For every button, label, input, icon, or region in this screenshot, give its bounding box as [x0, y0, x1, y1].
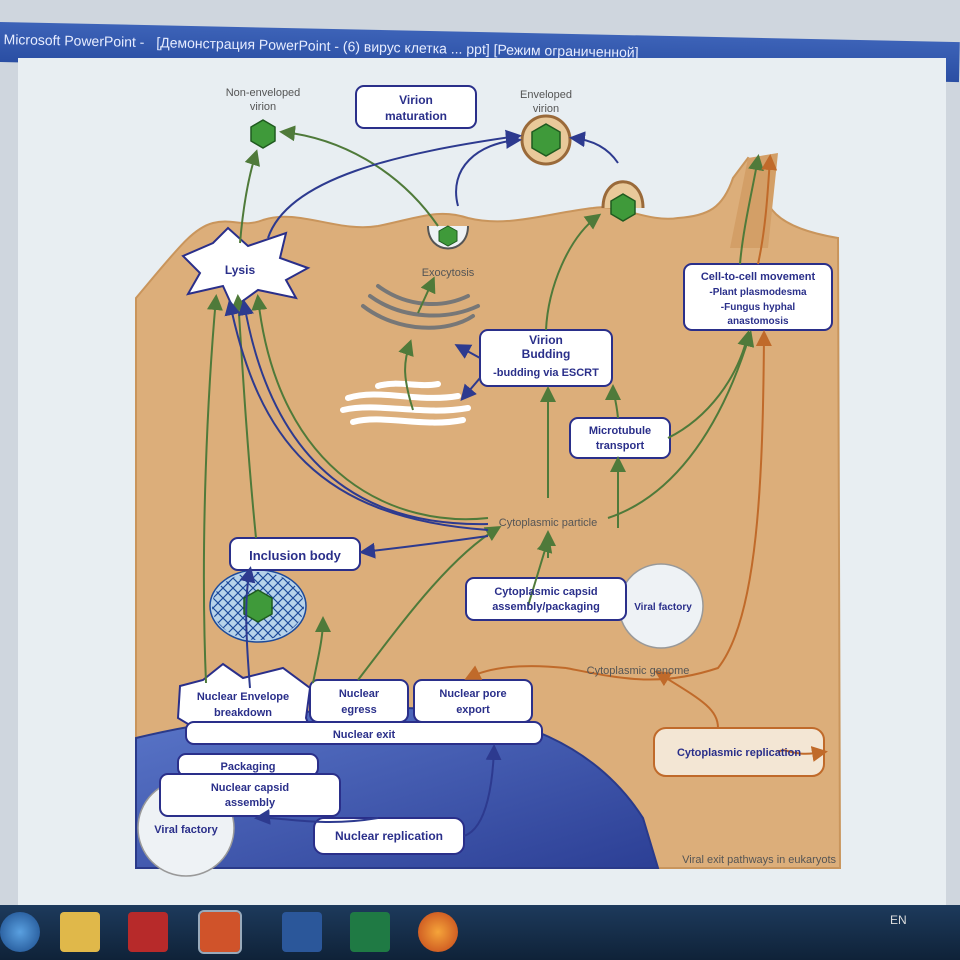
title-app: Microsoft PowerPoint - [3, 31, 145, 51]
pdf-reader-icon[interactable] [128, 912, 168, 952]
microtubule-box [569, 417, 671, 459]
enveloped-label-2: virion [533, 103, 559, 115]
slide: Non-enveloped virion Virion maturation E… [18, 58, 946, 910]
excel-icon[interactable] [350, 912, 390, 952]
language-indicator[interactable]: EN [890, 913, 907, 927]
budding-virion-icon [610, 193, 636, 222]
enveloped-label-1: Enveloped [520, 89, 572, 101]
file-explorer-icon[interactable] [60, 912, 100, 952]
cyto-replication-label: Cytoplasmic replication [677, 747, 801, 759]
microtubule-label-1: Microtubule [589, 425, 651, 437]
lysis-label: Lysis [225, 263, 256, 277]
nuclear-pore-label-2: export [456, 704, 490, 716]
cell-to-cell-label-2: -Plant plasmodesma [709, 287, 807, 298]
word-icon[interactable] [282, 912, 322, 952]
nuclear-replication-label: Nuclear replication [335, 829, 443, 843]
virion-maturation-label-1: Virion [399, 93, 433, 107]
virion-budding-label-2: Budding [522, 347, 571, 361]
nuclear-pore-label-1: Nuclear pore [439, 688, 506, 700]
powerpoint-icon[interactable] [198, 910, 242, 954]
nuclear-exit-box [185, 721, 543, 745]
virion-budding-label-1: Virion [529, 333, 563, 347]
cyto-capsid-label-2: assembly/packaging [492, 601, 600, 613]
nuclear-egress-label-1: Nuclear [339, 688, 380, 700]
nuclear-capsid-label-2: assembly [225, 797, 276, 809]
microtubule-label-2: transport [596, 440, 645, 452]
non-enveloped-virion-icon [250, 119, 276, 149]
firefox-icon[interactable] [418, 912, 458, 952]
viral-exit-diagram: Non-enveloped virion Virion maturation E… [135, 85, 842, 877]
viral-factory-cyto-label: Viral factory [634, 602, 692, 613]
nuclear-exit-label: Nuclear exit [333, 729, 396, 741]
exocytosis-label: Exocytosis [422, 267, 475, 279]
start-button-icon[interactable] [0, 912, 40, 952]
enveloped-virion-icon [531, 123, 561, 157]
cytoplasmic-particle-label: Cytoplasmic particle [499, 517, 597, 529]
cell-to-cell-label-3: -Fungus hyphal [721, 302, 796, 313]
virion-maturation-label-2: maturation [385, 109, 447, 123]
budding-escrt-label: -budding via ESCRT [493, 367, 599, 379]
nuclear-capsid-box [159, 773, 341, 817]
cell-to-cell-label-4: anastomosis [727, 316, 789, 327]
inclusion-body-label: Inclusion body [249, 548, 341, 563]
diagram-footer: Viral exit pathways in eukaryots [682, 854, 836, 866]
cyto-capsid-box [465, 577, 627, 621]
viral-factory-nuc-label: Viral factory [154, 824, 218, 836]
non-enveloped-label-1: Non-enveloped [226, 87, 301, 99]
virion-maturation-box [355, 85, 477, 129]
exocytosis-virion-icon [438, 225, 458, 247]
cell-to-cell-label-1: Cell-to-cell movement [701, 271, 816, 283]
nuclear-envelope-label-2: breakdown [214, 707, 272, 719]
packaging-label: Packaging [220, 761, 275, 773]
cell-protrusion [730, 153, 778, 248]
cyto-capsid-label-1: Cytoplasmic capsid [494, 586, 597, 598]
non-enveloped-label-2: virion [250, 101, 276, 113]
nuclear-capsid-label-1: Nuclear capsid [211, 782, 289, 794]
inclusion-body-virion-icon [243, 589, 273, 623]
nuclear-egress-label-2: egress [341, 704, 376, 716]
cyto-genome-label: Cytoplasmic genome [587, 665, 690, 677]
golgi-apparatus [361, 284, 480, 330]
nuclear-envelope-label-1: Nuclear Envelope [197, 691, 289, 703]
lysis-burst [181, 226, 311, 310]
endoplasmic-reticulum [340, 380, 471, 426]
